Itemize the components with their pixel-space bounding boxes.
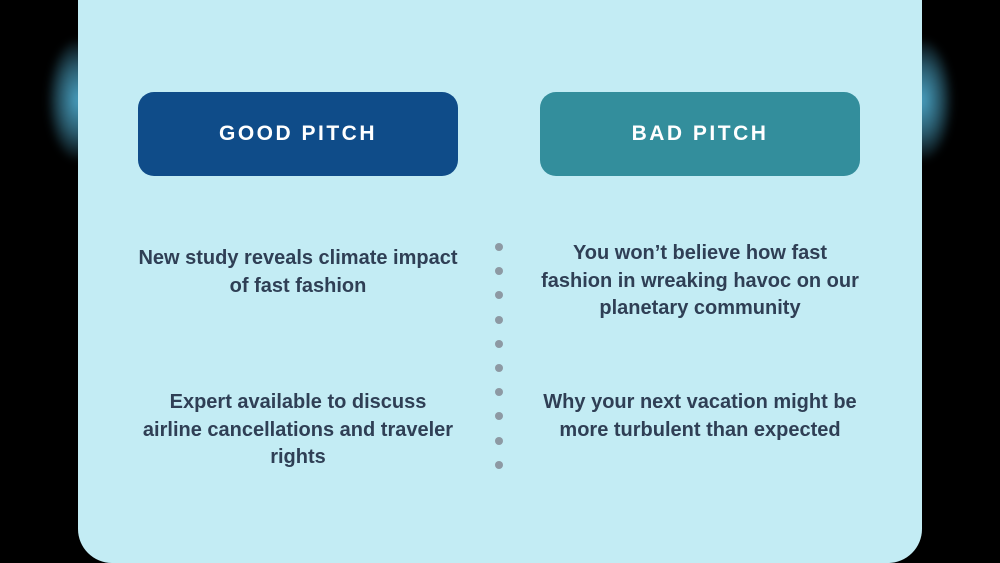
divider-dot: [495, 388, 503, 397]
good-pitch-header: GOOD PITCH: [138, 92, 458, 176]
bad-pitch-example-2: Why your next vacation might be more tur…: [543, 391, 857, 441]
bad-pitch-header: BAD PITCH: [540, 92, 860, 176]
comparison-card: GOOD PITCH BAD PITCH New study reveals c…: [78, 0, 922, 563]
divider-dot: [495, 436, 503, 445]
divider-dot: [495, 339, 503, 348]
good-pitch-example-2: Expert available to discuss airline canc…: [142, 391, 454, 468]
divider-dot: [495, 267, 503, 276]
card-top: [78, 0, 922, 30]
divider-dot: [495, 412, 503, 421]
good-pitch-example-1: New study reveals climate impact of fast…: [138, 247, 458, 297]
divider-dot: [495, 243, 503, 251]
divider-dot: [495, 364, 503, 372]
divider-dot: [495, 315, 503, 324]
divider-dot: [495, 291, 503, 300]
bad-pitch-example-1: You won’t believe how fast fashion in wr…: [541, 242, 859, 319]
divider-dot: [495, 460, 503, 469]
